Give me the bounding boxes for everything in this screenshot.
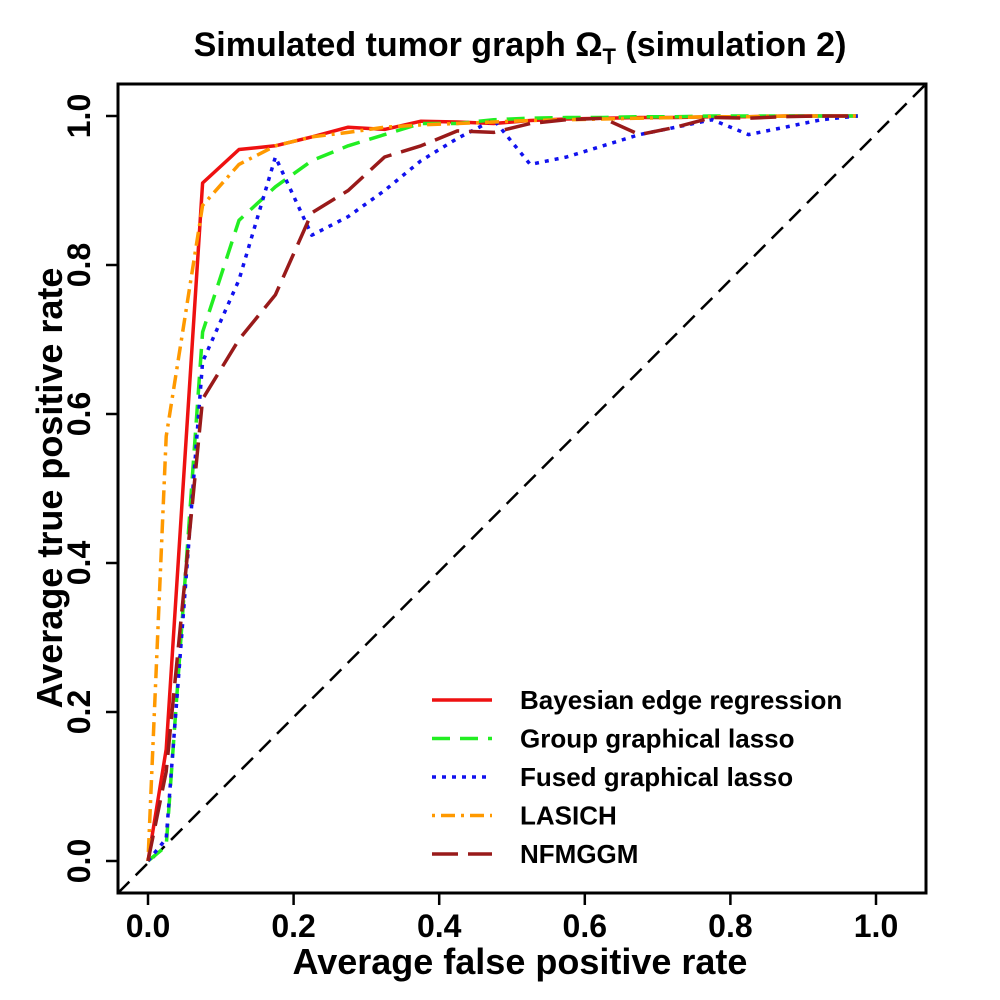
legend-label: NFMGGM xyxy=(520,839,638,869)
x-tick-label: 0.2 xyxy=(271,908,315,944)
x-axis-label: Average false positive rate xyxy=(293,941,748,982)
legend-label: Group graphical lasso xyxy=(520,724,795,754)
chart-title: Simulated tumor graph ΩT (simulation 2) xyxy=(194,26,847,69)
y-tick-label: 0.2 xyxy=(61,690,97,734)
chart-title-main: Simulated tumor graph Ω xyxy=(194,26,603,64)
series-line-group-graphical-lasso xyxy=(146,114,858,863)
legend: Bayesian edge regression Group graphical … xyxy=(432,685,842,869)
x-tick-label: 0.0 xyxy=(126,908,170,944)
x-tick-label: 0.8 xyxy=(708,908,752,944)
chart-title-subscript: T xyxy=(602,44,616,69)
x-tick-label: 0.6 xyxy=(563,908,607,944)
y-tick-label: 0.4 xyxy=(61,541,97,586)
plot-frame xyxy=(116,82,928,895)
legend-label: Bayesian edge regression xyxy=(520,685,842,715)
legend-label: Fused graphical lasso xyxy=(520,762,793,792)
axes: 0.0 0.2 0.4 0.6 0.8 1.0 0.0 0.2 0.4 0.6 0.8 1.0 xyxy=(61,82,928,944)
x-tick-label: 1.0 xyxy=(854,908,898,944)
y-tick-label: 0.6 xyxy=(61,392,97,436)
x-tick-label: 0.4 xyxy=(417,908,462,944)
diagonal-reference-line xyxy=(117,83,927,894)
plot-area xyxy=(117,83,927,894)
y-axis-label: Average true positive rate xyxy=(29,268,70,709)
series-line-lasich xyxy=(146,114,858,862)
y-tick-label: 0.8 xyxy=(61,243,97,287)
y-tick-label: 0.0 xyxy=(61,839,97,883)
series-line-nfmggm xyxy=(146,114,858,862)
chart-title-suffix: (simulation 2) xyxy=(616,26,846,64)
legend-label: LASICH xyxy=(520,801,617,831)
y-tick-label: 1.0 xyxy=(61,94,97,138)
